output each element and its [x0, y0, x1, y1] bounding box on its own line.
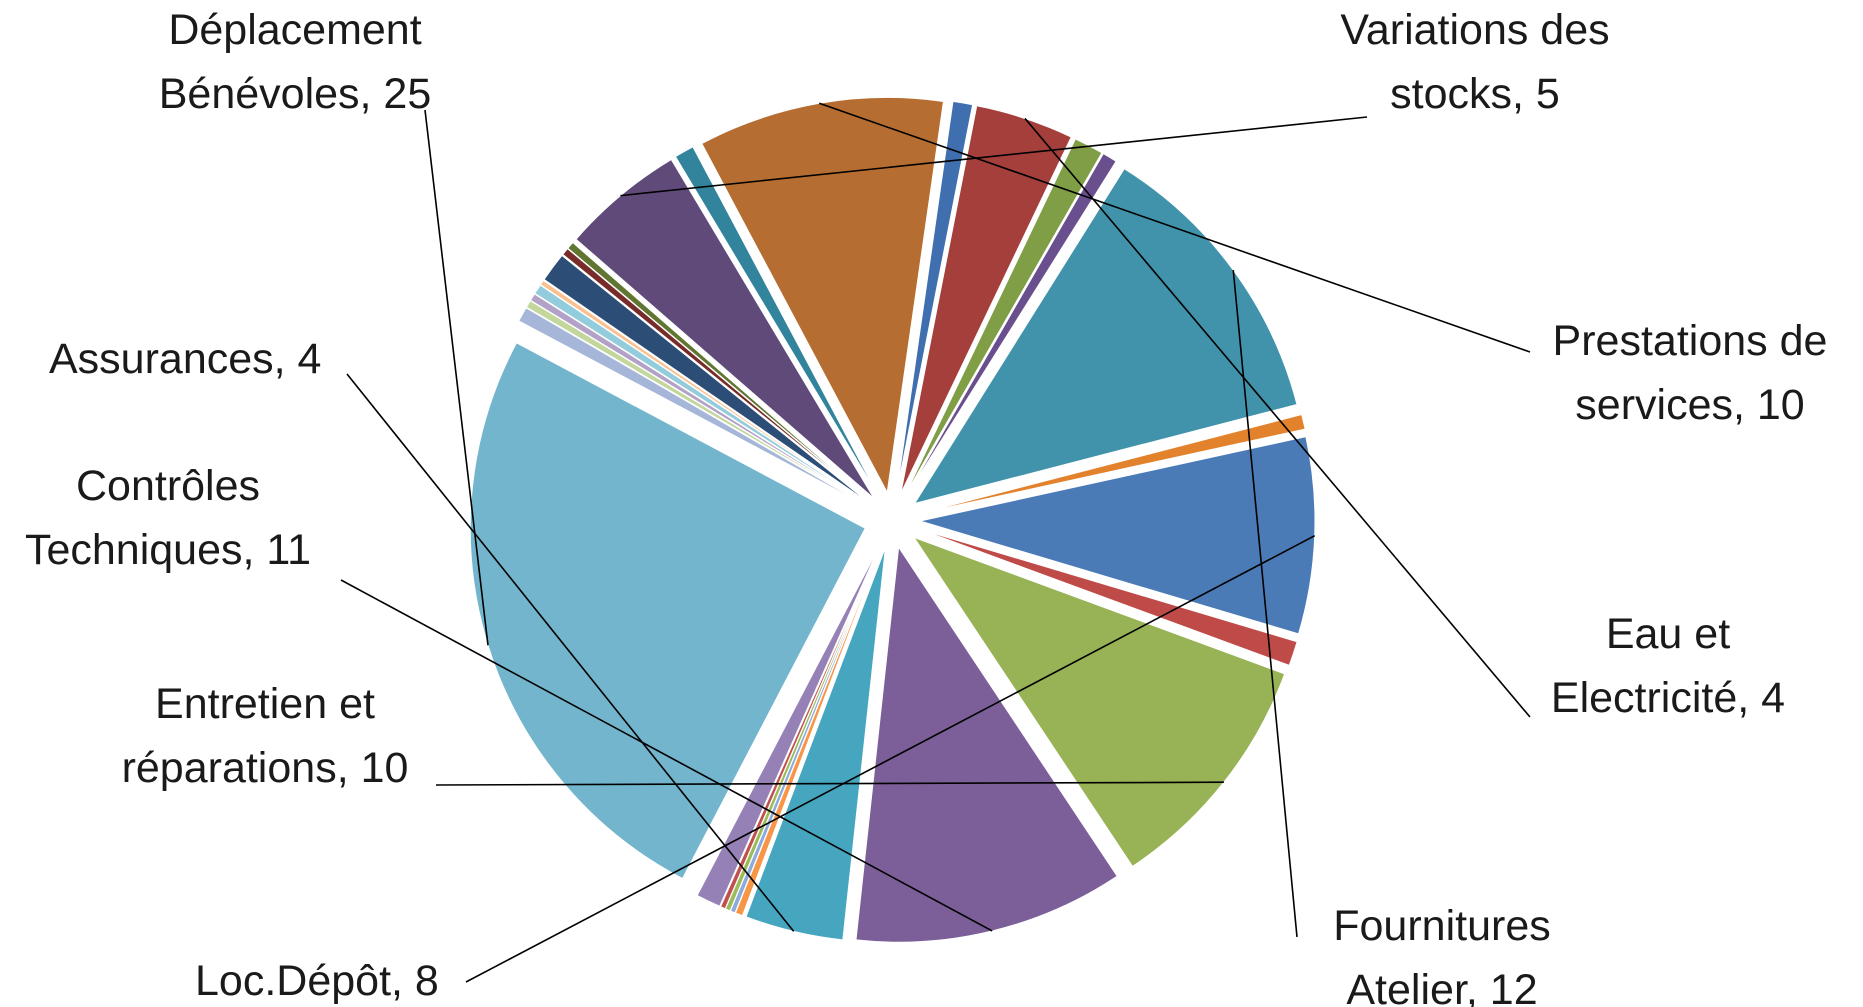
label-assurances-line-1: Assurances, 4 [49, 335, 321, 383]
leader-line-loc-depot [465, 535, 1316, 983]
pie-slice-small-9 [674, 146, 879, 496]
label-eau-et-electricite-line-2: Electricité, 4 [1551, 674, 1785, 722]
label-prestations-de-services: Prestations de services, 10 [1553, 317, 1828, 429]
label-deplacement-benevoles: Déplacement Bénévoles, 25 [159, 6, 432, 118]
pie-slice-small-5 [543, 254, 870, 504]
pie-slice-small-7 [567, 241, 872, 503]
pie-slice-small-3 [534, 284, 869, 506]
pie-slice-small-11 [896, 100, 974, 493]
pie-slice-small-26 [696, 544, 881, 907]
label-prestations-de-services-line-1: Prestations de [1553, 317, 1828, 365]
leader-line-fournitures-atelier [1232, 269, 1298, 938]
leader-line-eau-et-electricite [1024, 117, 1531, 718]
pie-slices [469, 96, 1316, 943]
label-controles-techniques-line-1: Contrôles [76, 462, 260, 510]
leader-line-controles-techniques [340, 579, 993, 932]
label-fournitures-atelier-line-1: Fournitures [1333, 902, 1550, 950]
pie-slice-small-25 [719, 545, 882, 910]
label-assurances: Assurances, 4 [49, 335, 321, 383]
pie-slice-small-16 [919, 413, 1306, 514]
label-eau-et-electricite: Eau et Electricité, 4 [1551, 610, 1785, 722]
label-leader-lines [340, 102, 1531, 983]
leader-line-entretien-et-reparations [435, 781, 1224, 786]
label-deplacement-benevoles-line-1: Déplacement [168, 6, 421, 54]
leader-line-prestations-de-services [819, 102, 1531, 353]
label-fournitures-atelier: Fournitures Atelier, 12 [1333, 902, 1550, 1007]
label-variations-des-stocks-line-1: Variations des [1340, 6, 1609, 54]
pie-slice-small-1 [525, 300, 869, 507]
pie-slice-small-6 [562, 247, 871, 503]
label-entretien-et-reparations: Entretien et réparations, 10 [122, 680, 409, 792]
label-prestations-de-services-line-2: services, 10 [1575, 381, 1804, 429]
label-deplacement-benevoles-line-2: Bénévoles, 25 [159, 70, 432, 118]
data-labels: Variations des stocks, 5 Prestations de ser… [25, 6, 1827, 1007]
label-loc-depot-line-1: Loc.Dépôt, 8 [195, 957, 439, 1005]
label-fournitures-atelier-line-2: Atelier, 12 [1346, 966, 1537, 1007]
leader-line-deplacement-benevoles [424, 109, 489, 646]
label-controles-techniques: Contrôles Techniques, 11 [25, 462, 311, 574]
label-eau-et-electricite-line-1: Eau et [1606, 610, 1730, 658]
label-entretien-et-reparations-line-2: réparations, 10 [122, 744, 409, 792]
label-controles-techniques-line-2: Techniques, 11 [25, 526, 311, 574]
label-entretien-et-reparations-line-1: Entretien et [155, 680, 375, 728]
pie-slice-small-2 [529, 293, 869, 506]
label-variations-des-stocks: Variations des stocks, 5 [1340, 6, 1609, 118]
pie-slice-small-18 [918, 528, 1298, 667]
leader-line-assurances [346, 373, 795, 932]
label-loc-depot: Loc.Dépôt, 8 [195, 957, 439, 1005]
label-variations-des-stocks-line-2: stocks, 5 [1390, 70, 1560, 118]
pie-slice-small-0 [518, 307, 868, 507]
pie-slice-prestations-de-services [701, 96, 945, 495]
pie-slice-small-14 [905, 152, 1117, 497]
pie-slice-small-4 [539, 279, 870, 505]
leader-line-variations-des-stocks [620, 116, 1368, 197]
